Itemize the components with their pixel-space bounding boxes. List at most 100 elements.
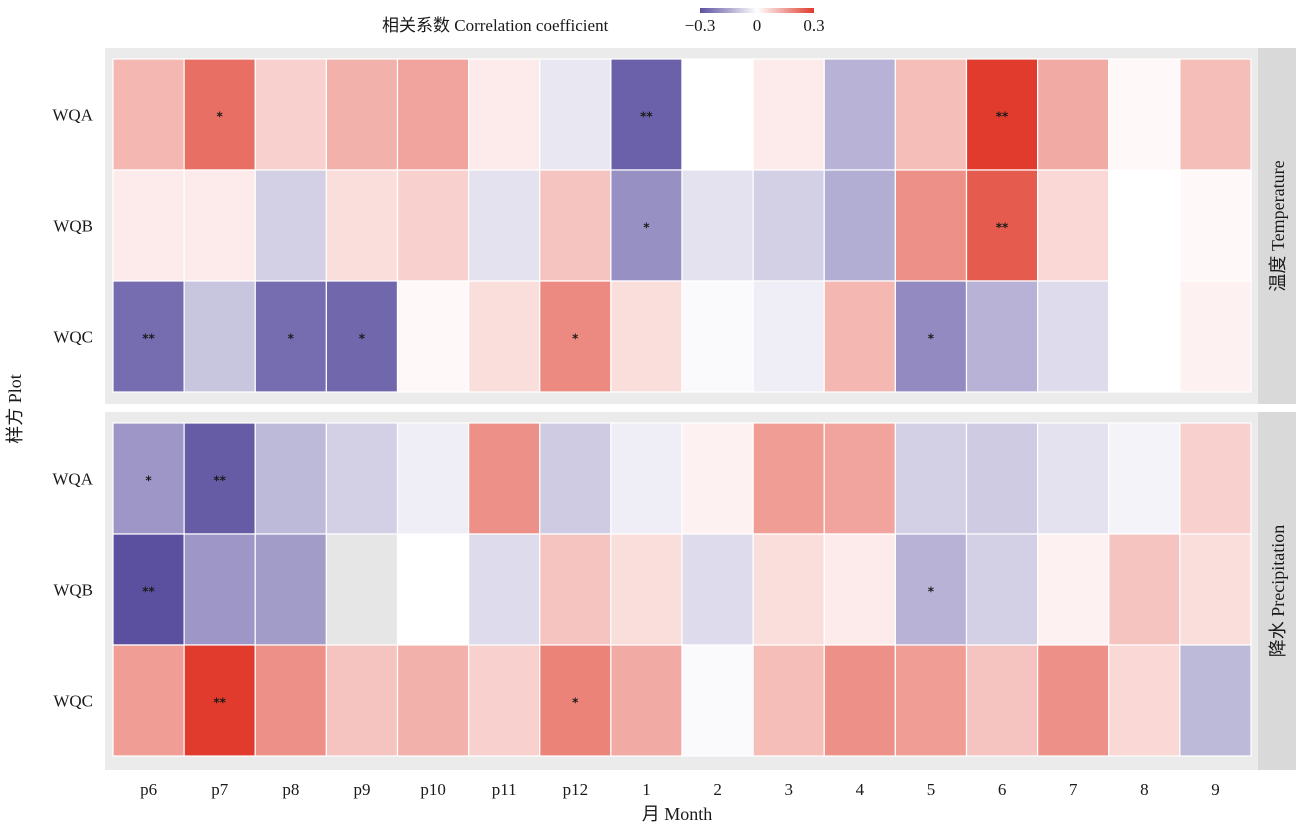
panel-temperature-label: 温度 Temperature xyxy=(1268,160,1288,291)
significance-marker: * xyxy=(288,332,295,346)
heatmap-cell xyxy=(468,644,541,757)
heatmap-cell xyxy=(1037,533,1110,646)
x-tick-label: p10 xyxy=(420,780,446,799)
heatmap-cell xyxy=(681,533,754,646)
heatmap-cell xyxy=(681,422,754,535)
heatmap-cell xyxy=(1108,58,1181,171)
heatmap-cell xyxy=(254,169,327,282)
panel-precipitation-label: 降水 Precipitation xyxy=(1268,525,1288,657)
significance-marker: * xyxy=(572,696,579,710)
heatmap-cell xyxy=(752,422,825,535)
x-tick-label: 9 xyxy=(1211,780,1220,799)
x-axis-title: 月 Month xyxy=(642,804,713,824)
heatmap-cell xyxy=(254,58,327,171)
heatmap-cell xyxy=(823,58,896,171)
significance-marker: ** xyxy=(142,585,155,599)
significance-marker: ** xyxy=(996,110,1009,124)
heatmap-cell xyxy=(1179,533,1252,646)
heatmap-cell xyxy=(468,533,541,646)
heatmap-cell xyxy=(396,58,470,171)
heatmap-cell xyxy=(752,644,825,757)
heatmap-cell xyxy=(752,169,825,282)
significance-marker: ** xyxy=(213,474,226,488)
heatmap-cell xyxy=(396,644,470,757)
heatmap-cell xyxy=(610,533,683,646)
heatmap-cell xyxy=(183,644,256,757)
y-tick-label: WQB xyxy=(53,217,93,236)
heatmap-cell xyxy=(1108,422,1181,535)
heatmap-cell xyxy=(1108,280,1181,393)
legend-tick-min: −0.3 xyxy=(685,16,716,35)
heatmap-cell xyxy=(1108,533,1181,646)
heatmap-cell xyxy=(254,644,327,757)
legend-title: 相关系数 Correlation coefficient xyxy=(382,16,609,35)
heatmap-cell xyxy=(894,280,968,393)
significance-markers: * ** *** **** * * * ** **** *** * xyxy=(142,110,1009,710)
heatmap-cell xyxy=(1179,169,1252,282)
heatmap-cell xyxy=(112,58,185,171)
heatmap-cell xyxy=(965,58,1039,171)
legend-colorbar xyxy=(700,8,814,13)
x-tick-label: p9 xyxy=(353,780,370,799)
heatmap-cell xyxy=(610,644,683,757)
heatmap-cell xyxy=(539,644,612,757)
heatmap-cell xyxy=(325,644,399,757)
heatmap-cell xyxy=(1037,280,1110,393)
heatmap-cell xyxy=(1037,58,1110,171)
heatmap-cell xyxy=(396,280,470,393)
x-tick-label: 8 xyxy=(1140,780,1149,799)
x-tick-label: 4 xyxy=(856,780,865,799)
heatmap-cell xyxy=(183,169,256,282)
x-tick-label: p8 xyxy=(282,780,299,799)
heatmap-cell xyxy=(1179,644,1252,757)
x-tick-labels: p6 p7 p8 p9 p10 p11 p12 1 2 3 4 5 6 7 8 9 xyxy=(140,780,1220,799)
heatmap-cell xyxy=(752,533,825,646)
heatmap-cell xyxy=(681,644,754,757)
heatmap-cell xyxy=(396,169,470,282)
legend-tick-zero: 0 xyxy=(753,16,762,35)
heatmap-cell xyxy=(965,644,1039,757)
y-tick-label: WQA xyxy=(52,470,93,489)
heatmap-cell xyxy=(539,169,612,282)
x-tick-label: p7 xyxy=(211,780,229,799)
heatmap-cell xyxy=(254,422,327,535)
heatmap-cell xyxy=(823,280,896,393)
x-tick-label: 3 xyxy=(784,780,793,799)
significance-marker: * xyxy=(359,332,366,346)
heatmap-cell xyxy=(325,58,399,171)
x-tick-label: p6 xyxy=(140,780,157,799)
legend-tick-max: 0.3 xyxy=(803,16,824,35)
x-tick-label: 5 xyxy=(927,780,936,799)
heatmap-cell xyxy=(681,58,754,171)
significance-marker: * xyxy=(217,110,224,124)
heatmap-cell xyxy=(1037,169,1110,282)
heatmap-cell xyxy=(965,422,1039,535)
heatmap-cell xyxy=(539,58,612,171)
heatmap-cell xyxy=(681,169,754,282)
y-tick-label: WQB xyxy=(53,581,93,600)
heatmap-cell xyxy=(894,644,968,757)
heatmap-cell xyxy=(468,169,541,282)
heatmap-cell xyxy=(183,58,256,171)
heatmap-cell xyxy=(183,533,256,646)
heatmap-cell xyxy=(823,533,896,646)
heatmap-cell xyxy=(1179,422,1252,535)
x-tick-label: 2 xyxy=(713,780,722,799)
heatmap-cell xyxy=(183,422,256,535)
heatmap-cell xyxy=(894,58,968,171)
heatmap-cell xyxy=(112,169,185,282)
heatmap-cell xyxy=(610,169,683,282)
significance-marker: * xyxy=(928,585,935,599)
y-tick-label: WQC xyxy=(53,328,93,347)
heatmap-cell xyxy=(325,533,399,646)
x-tick-label: p12 xyxy=(563,780,589,799)
heatmap-cell xyxy=(752,280,825,393)
heatmap-cell xyxy=(1037,644,1110,757)
x-tick-label: 1 xyxy=(642,780,651,799)
y-tick-labels: WQA WQB WQC WQA WQB WQC xyxy=(52,106,93,711)
heatmap-cell xyxy=(894,422,968,535)
heatmap-cell xyxy=(1037,422,1110,535)
heatmap-cell xyxy=(610,58,683,171)
legend: 相关系数 Correlation coefficient −0.3 0 0.3 xyxy=(382,8,825,35)
